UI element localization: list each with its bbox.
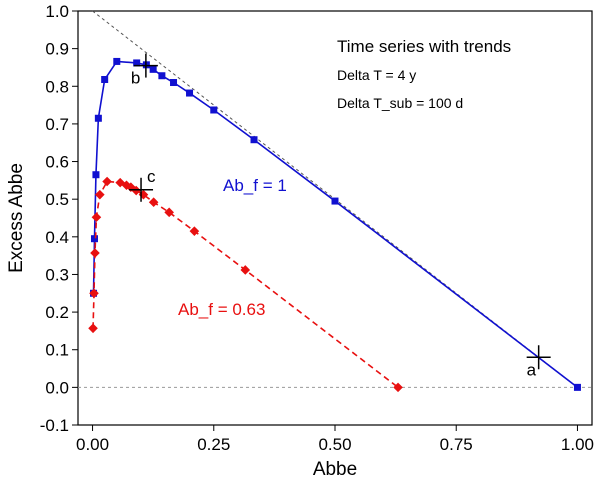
data-point-abf-063: [138, 189, 149, 200]
data-point-abf-1: [113, 57, 121, 65]
data-point-abf-063: [102, 176, 112, 187]
data-point-abf-063: [393, 382, 403, 393]
data-point-abf-063: [95, 189, 105, 200]
data-point-abf-063: [91, 212, 102, 223]
data-point-abf-1: [210, 106, 218, 114]
x-tick-label: 0.75: [440, 435, 473, 454]
x-tick-label: 0.25: [197, 435, 230, 454]
data-point-abf-1: [90, 235, 98, 243]
series-line-abf-063: [92, 180, 399, 388]
x-tick-label: 1.00: [561, 435, 594, 454]
series-label-abf-063: Ab_f = 0.63: [178, 300, 265, 319]
x-axis-title: Abbe: [313, 459, 357, 480]
data-point-abf-1: [186, 89, 194, 97]
y-tick-label: 0.2: [45, 303, 69, 322]
data-point-abf-063: [131, 185, 141, 196]
data-point-abf-1: [92, 171, 100, 179]
annotation-title: Time series with trends: [337, 37, 511, 56]
data-point-abf-063: [90, 248, 100, 258]
plot-frame: [77, 10, 593, 426]
series-label-abf-1: Ab_f = 1: [223, 176, 287, 195]
data-point-abf-063: [164, 207, 174, 218]
data-point-abf-1: [94, 114, 102, 122]
y-tick-label: 0.0: [45, 378, 69, 397]
series-line-abf-1: [92, 60, 578, 388]
y-tick-label: 0.5: [45, 190, 69, 209]
y-axis-title: Excess Abbe: [6, 163, 27, 273]
data-point-abf-063: [240, 265, 251, 275]
data-point-abf-063: [121, 180, 132, 191]
data-point-abf-1: [331, 197, 339, 205]
x-tick-label: 0.50: [318, 435, 351, 454]
y-tick-label: -0.1: [40, 416, 69, 435]
data-point-abf-063: [148, 197, 159, 207]
annotation-delta-t-sub: Delta T_sub = 100 d: [337, 95, 463, 111]
y-tick-label: 0.1: [45, 341, 69, 360]
marker-label-b: b: [131, 69, 140, 88]
data-point-abf-063: [115, 177, 125, 188]
y-tick-label: 0.8: [45, 77, 69, 96]
y-tick-label: 1.0: [45, 2, 69, 21]
data-point-abf-1: [170, 79, 178, 87]
marker-label-a: a: [527, 360, 537, 379]
y-tick-label: 0.9: [45, 40, 69, 59]
y-tick-label: 0.6: [45, 153, 69, 172]
data-point-abf-1: [158, 72, 166, 80]
x-tick-label: 0.00: [76, 435, 109, 454]
data-point-abf-1: [101, 75, 109, 83]
data-point-abf-1: [250, 136, 258, 144]
data-point-abf-063: [88, 323, 98, 334]
y-tick-label: 0.3: [45, 265, 69, 284]
data-point-abf-063: [89, 288, 99, 299]
marker-label-c: c: [147, 167, 156, 186]
data-point-abf-1: [573, 383, 581, 391]
data-point-abf-063: [189, 226, 200, 236]
y-tick-label: 0.4: [45, 228, 69, 247]
annotation-delta-t: Delta T = 4 y: [337, 67, 416, 83]
data-point-abf-1: [149, 65, 157, 73]
y-tick-label: 0.7: [45, 115, 69, 134]
data-point-abf-1: [133, 59, 141, 67]
